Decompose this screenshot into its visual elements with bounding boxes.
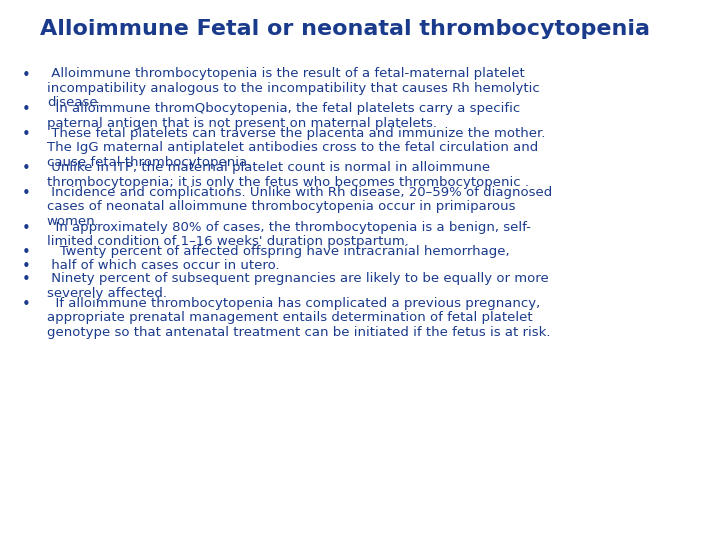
Text: Incidence and complications. Unlike with Rh disease, 20–59% of diagnosed
cases o: Incidence and complications. Unlike with… (47, 186, 552, 228)
Text: •: • (22, 161, 30, 177)
Text: In alloimmune thromQbocytopenia, the fetal platelets carry a specific
paternal a: In alloimmune thromQbocytopenia, the fet… (47, 102, 520, 130)
Text: •: • (22, 68, 30, 83)
Text: Alloimmune Fetal or neonatal thrombocytopenia: Alloimmune Fetal or neonatal thrombocyto… (40, 19, 649, 39)
Text: •: • (22, 297, 30, 312)
Text: If alloimmune thrombocytopenia has complicated a previous pregnancy,
appropriate: If alloimmune thrombocytopenia has compl… (47, 297, 550, 339)
Text: Ninety percent of subsequent pregnancies are likely to be equally or more
severe: Ninety percent of subsequent pregnancies… (47, 273, 549, 300)
Text: •: • (22, 245, 30, 260)
Text: Unlike in ITP, the maternal platelet count is normal in alloimmune
thrombocytope: Unlike in ITP, the maternal platelet cou… (47, 161, 528, 189)
Text: In approximately 80% of cases, the thrombocytopenia is a benign, self-
limited c: In approximately 80% of cases, the throm… (47, 221, 531, 248)
Text: •: • (22, 259, 30, 274)
Text: These fetal platelets can traverse the placenta and immunize the mother.
The IgG: These fetal platelets can traverse the p… (47, 126, 545, 168)
Text: Alloimmune thrombocytopenia is the result of a fetal-maternal platelet
incompati: Alloimmune thrombocytopenia is the resul… (47, 68, 539, 110)
Text: •: • (22, 186, 30, 201)
Text: •: • (22, 102, 30, 117)
Text: Twenty percent of affected offspring have intracranial hemorrhage,: Twenty percent of affected offspring hav… (47, 245, 510, 258)
Text: •: • (22, 221, 30, 235)
Text: •: • (22, 273, 30, 287)
Text: half of which cases occur in utero.: half of which cases occur in utero. (47, 259, 279, 272)
Text: •: • (22, 126, 30, 141)
